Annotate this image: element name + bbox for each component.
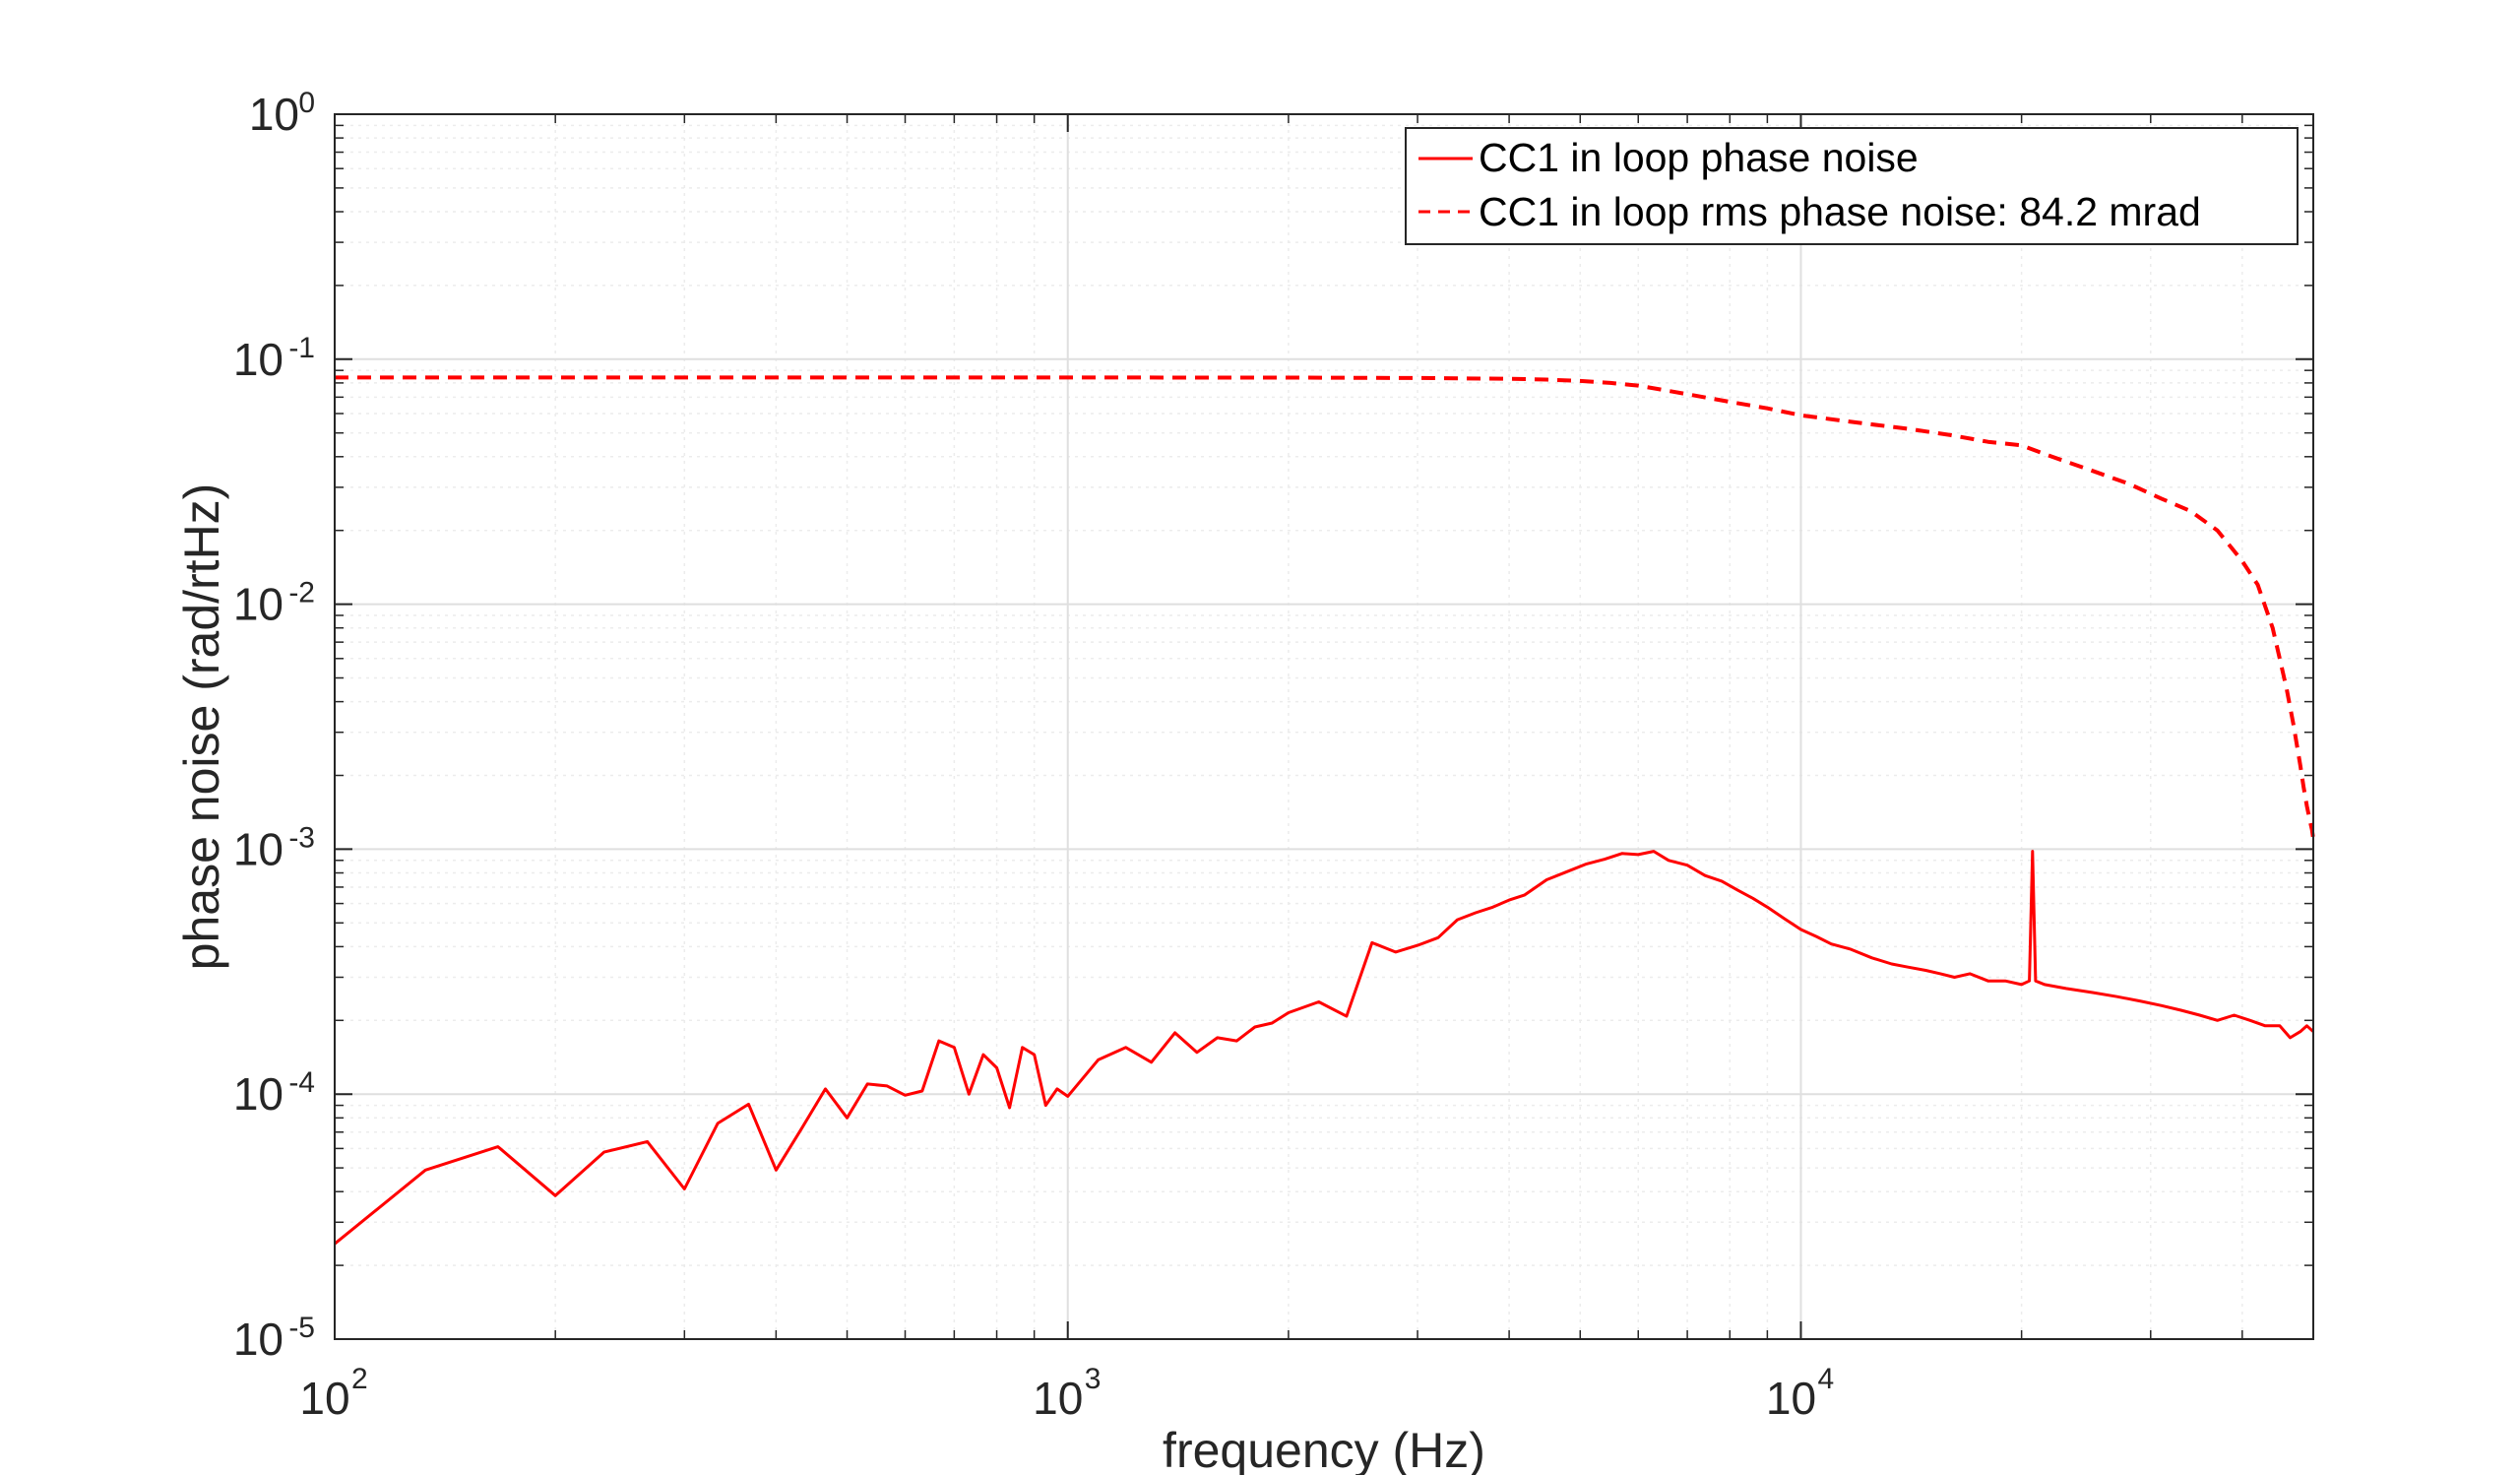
y-tick-label: 10 — [249, 89, 299, 140]
y-tick-exponent: -1 — [288, 332, 315, 364]
y-tick-label: 10 — [233, 1068, 284, 1120]
y-tick-labels: 010-110-210-310-410-510 — [233, 87, 315, 1365]
y-tick-label: 10 — [233, 1314, 284, 1365]
plot-frame — [334, 113, 2314, 1340]
y-axis-title: phase noise (rad/rtHz) — [174, 483, 229, 971]
x-tick-label: 10 — [299, 1373, 349, 1424]
x-tick-exponent: 2 — [351, 1363, 368, 1395]
x-tick-exponent: 4 — [1817, 1363, 1834, 1395]
legend-box — [1405, 127, 2299, 245]
legend-label-rms-phase-noise: CC1 in loop rms phase noise: 84.2 mrad — [1479, 189, 2201, 234]
y-tick-exponent: -2 — [288, 577, 315, 609]
x-tick-label: 10 — [1766, 1373, 1816, 1424]
y-tick-exponent: -3 — [288, 821, 315, 854]
x-tick-label: 10 — [1033, 1373, 1083, 1424]
y-tick-label: 10 — [233, 579, 284, 630]
y-tick-exponent: -4 — [288, 1066, 315, 1099]
x-axis-title: frequency (Hz) — [1163, 1423, 1485, 1475]
axis-ticks — [334, 114, 2314, 1340]
series-layer — [334, 375, 2315, 1246]
series-rms-phase-noise-line — [335, 375, 2315, 840]
plot-area — [335, 114, 2313, 1339]
y-tick-label: 10 — [233, 334, 284, 385]
series-phase-noise-line — [334, 850, 2315, 1246]
y-tick-exponent: 0 — [298, 87, 315, 119]
x-tick-labels: 10 2 10 3 10 4 — [299, 1363, 1834, 1424]
legend-label-phase-noise: CC1 in loop phase noise — [1479, 135, 1919, 180]
y-tick-exponent: -5 — [288, 1312, 315, 1344]
legend: CC1 in loop phase noise CC1 in loop rms … — [1405, 127, 2299, 245]
minor-grid — [335, 114, 2314, 1339]
y-tick-label: 10 — [233, 823, 284, 874]
x-tick-exponent: 3 — [1085, 1363, 1102, 1395]
